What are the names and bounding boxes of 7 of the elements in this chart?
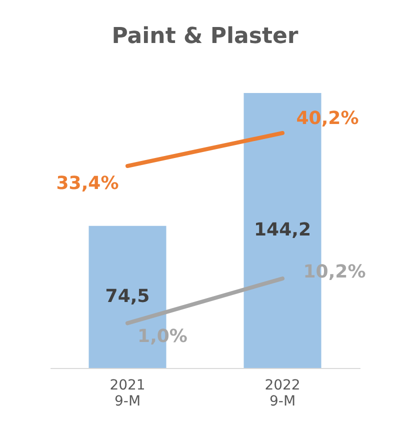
x-tick-label: 2021 9-M	[110, 378, 146, 410]
data-label: 144,2	[254, 220, 311, 240]
data-label: 74,5	[105, 286, 150, 307]
data-label: 40,2%	[296, 108, 359, 129]
data-label: 33,4%	[56, 172, 119, 194]
x-tick-label: 2022 9-M	[264, 378, 300, 410]
chart-title: Paint & Plaster	[112, 24, 298, 49]
